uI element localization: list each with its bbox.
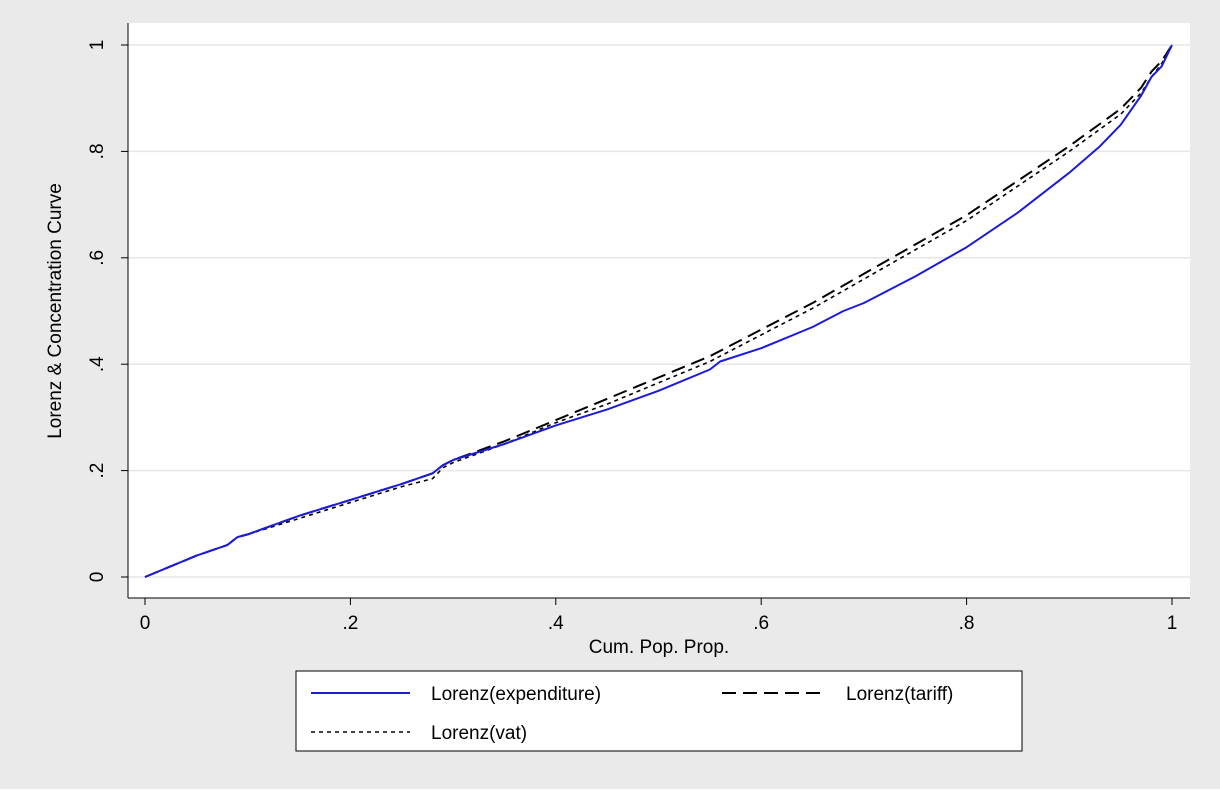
y-tick-label: .4 xyxy=(87,356,108,372)
series-line-lorenz-vat xyxy=(144,44,1173,578)
legend-label-vat: Lorenz(vat) xyxy=(431,723,527,744)
y-ticks: 0 .2 .4 .6 .8 1 xyxy=(87,40,128,583)
legend: Lorenz(expenditure) Lorenz(tariff) Loren… xyxy=(295,670,1023,752)
y-tick-label: .6 xyxy=(87,250,108,266)
y-tick-label: .8 xyxy=(87,143,108,159)
x-axis-label: Cum. Pop. Prop. xyxy=(589,637,729,658)
series-lines xyxy=(144,44,1173,578)
x-tick-label: .4 xyxy=(548,613,564,634)
x-tick-label: .6 xyxy=(753,613,769,634)
y-axis-label: Lorenz & Concentration Curve xyxy=(45,183,66,439)
series-line-lorenz-expenditure xyxy=(144,44,1173,578)
y-tick-label: 1 xyxy=(87,40,108,51)
x-tick-label: 1 xyxy=(1167,613,1178,634)
legend-label-tariff: Lorenz(tariff) xyxy=(846,684,953,705)
x-tick-label: .8 xyxy=(959,613,975,634)
plot-area xyxy=(128,23,1190,598)
x-ticks: 0 .2 .4 .6 .8 1 xyxy=(140,598,1178,634)
y-tick-label: 0 xyxy=(87,572,108,583)
axes xyxy=(127,23,1190,599)
gridlines xyxy=(128,44,1190,578)
x-tick-label: .2 xyxy=(342,613,358,634)
y-tick-label: .2 xyxy=(87,463,108,479)
legend-box xyxy=(295,670,1023,752)
x-tick-label: 0 xyxy=(140,613,151,634)
legend-label-expenditure: Lorenz(expenditure) xyxy=(431,684,601,705)
